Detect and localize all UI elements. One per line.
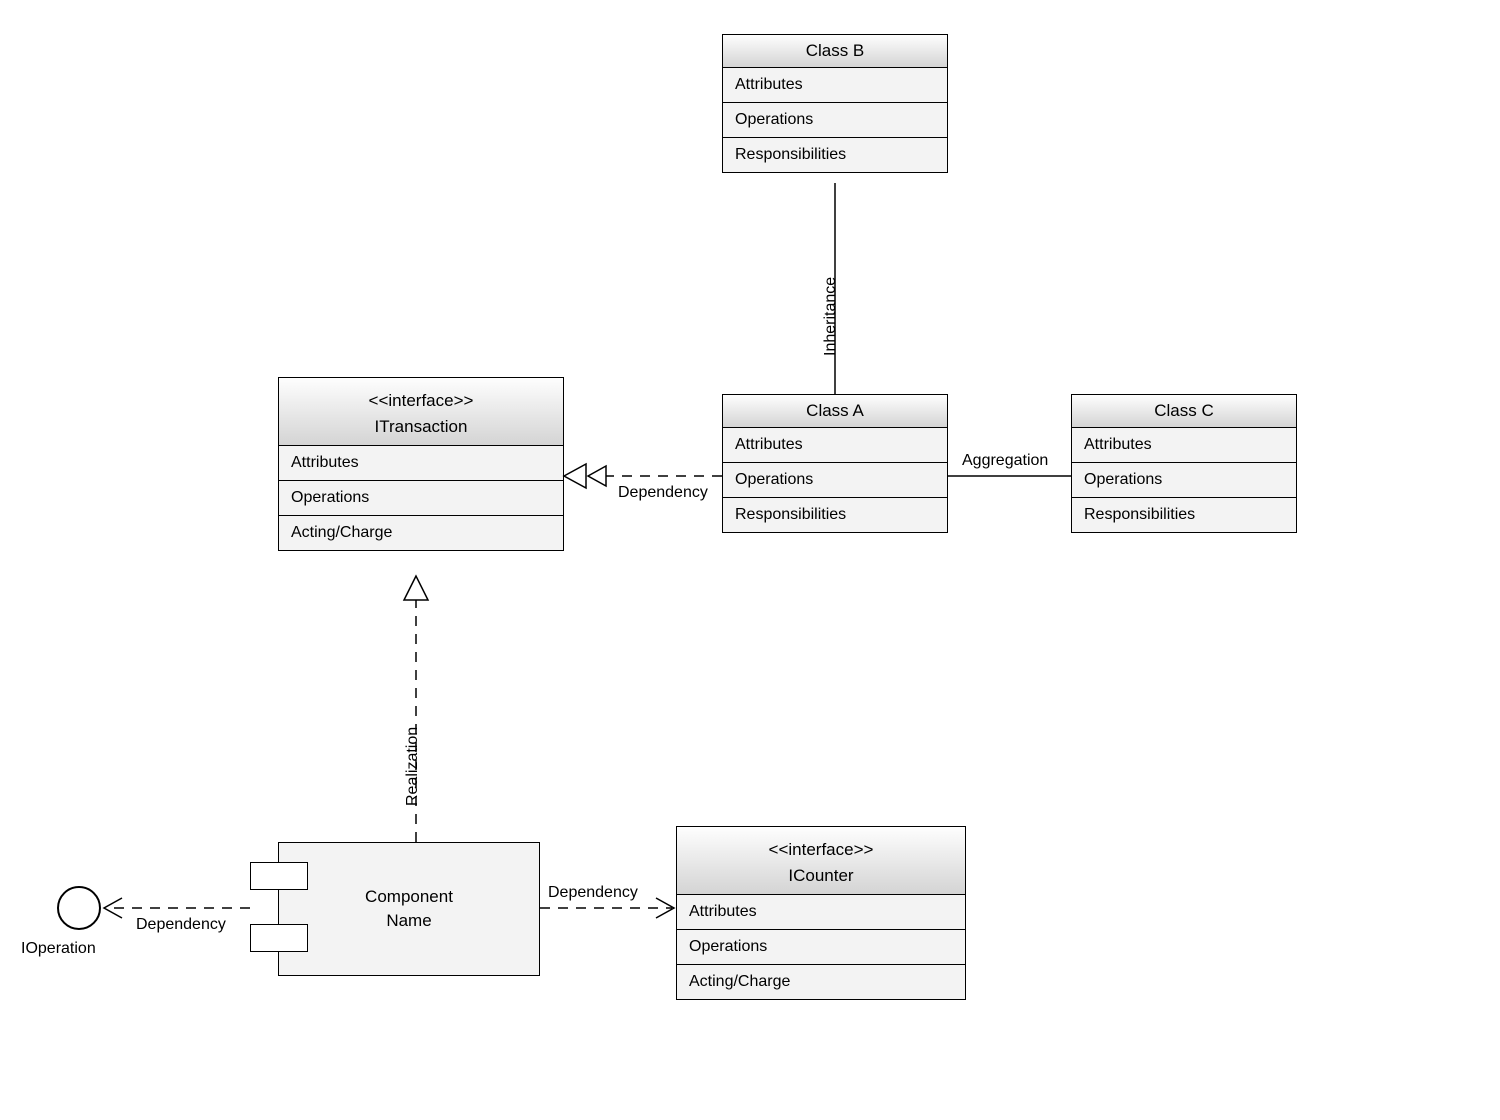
aggregation-label: Aggregation	[962, 452, 1048, 470]
class-a-title: Class A	[723, 395, 947, 428]
itransaction-stereotype: <<interface>>	[287, 388, 555, 414]
itransaction-title: <<interface>> ITransaction	[279, 378, 563, 446]
icounter-stereotype: <<interface>>	[685, 837, 957, 863]
itransaction-row-operations: Operations	[279, 481, 563, 516]
class-a-row-responsibilities: Responsibilities	[723, 498, 947, 532]
icounter-row-attributes: Attributes	[677, 895, 965, 930]
component-lug-bottom	[250, 924, 308, 952]
edge-dependency-iop-arrow	[104, 898, 122, 918]
icounter-row-operations: Operations	[677, 930, 965, 965]
ioperation-circle	[57, 886, 101, 930]
edge-dependency-comp-icounter-arrow	[656, 898, 674, 918]
ioperation-label: IOperation	[21, 940, 96, 958]
class-a-box: Class A Attributes Operations Responsibi…	[722, 394, 948, 533]
class-c-row-responsibilities: Responsibilities	[1072, 498, 1296, 532]
class-c-row-attributes: Attributes	[1072, 428, 1296, 463]
class-b-row-attributes: Attributes	[723, 68, 947, 103]
icounter-row-acting: Acting/Charge	[677, 965, 965, 999]
class-a-row-attributes: Attributes	[723, 428, 947, 463]
icounter-title: <<interface>> ICounter	[677, 827, 965, 895]
edge-realization-arrow	[404, 576, 428, 600]
itransaction-row-attributes: Attributes	[279, 446, 563, 481]
itransaction-name: ITransaction	[287, 414, 555, 440]
edge-dependency-a-itrans-arrow	[588, 466, 606, 486]
class-c-row-operations: Operations	[1072, 463, 1296, 498]
dependency-a-itrans-label: Dependency	[618, 484, 708, 502]
class-a-row-operations: Operations	[723, 463, 947, 498]
class-c-title: Class C	[1072, 395, 1296, 428]
component-lug-top	[250, 862, 308, 890]
inheritance-label: Inheritance	[822, 277, 840, 356]
component-title: ComponentName	[365, 885, 453, 933]
icounter-name: ICounter	[685, 863, 957, 889]
itransaction-row-acting: Acting/Charge	[279, 516, 563, 550]
itransaction-box: <<interface>> ITransaction Attributes Op…	[278, 377, 564, 551]
class-c-box: Class C Attributes Operations Responsibi…	[1071, 394, 1297, 533]
realization-label: Realization	[404, 727, 422, 806]
class-b-row-operations: Operations	[723, 103, 947, 138]
class-b-title: Class B	[723, 35, 947, 68]
icounter-box: <<interface>> ICounter Attributes Operat…	[676, 826, 966, 1000]
component-box: ComponentName	[278, 842, 540, 976]
class-b-box: Class B Attributes Operations Responsibi…	[722, 34, 948, 173]
dependency-iop-label: Dependency	[136, 916, 226, 934]
class-b-row-responsibilities: Responsibilities	[723, 138, 947, 172]
dependency-comp-icounter-label: Dependency	[548, 884, 638, 902]
